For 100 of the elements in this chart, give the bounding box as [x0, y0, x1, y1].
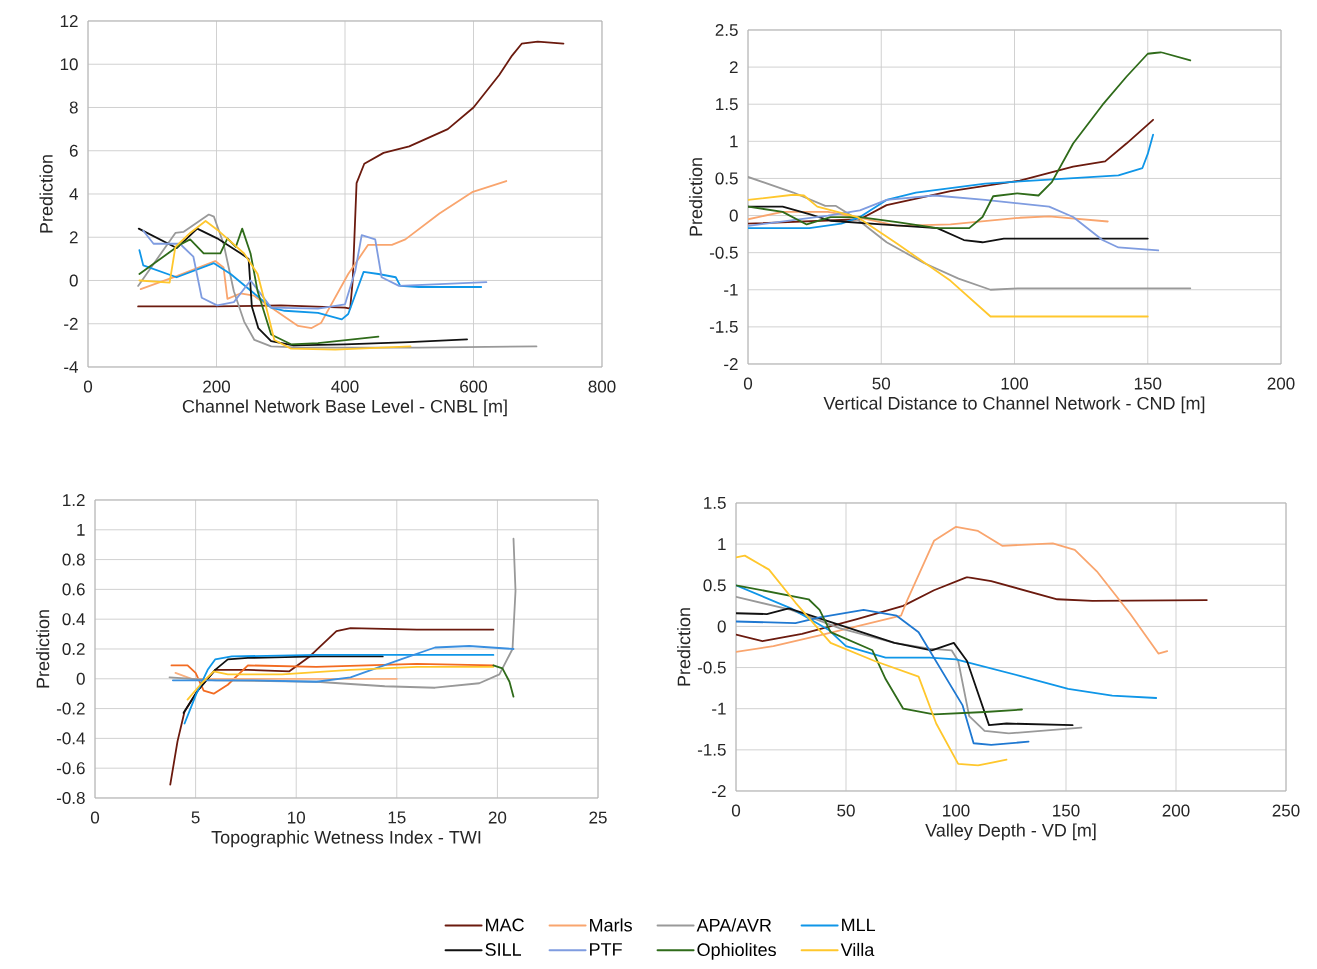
- line-series: [736, 554, 1008, 767]
- line-series: [748, 176, 1192, 291]
- y-tick-label: 0: [729, 209, 738, 222]
- line-series: [736, 525, 1169, 655]
- y-tick-label: 2.5: [715, 23, 738, 37]
- y-tick-label: -1: [724, 283, 738, 296]
- line-series: [142, 229, 488, 310]
- line-series: [186, 665, 495, 701]
- y-tick-label: -1: [712, 702, 726, 715]
- y-axis-title: Prediction: [36, 610, 50, 688]
- line-series: [748, 133, 1154, 230]
- line-series: [139, 180, 508, 329]
- y-tick-label: 4: [69, 188, 78, 200]
- y-tick-label: 1: [77, 523, 85, 536]
- x-tick-label: 200: [1267, 377, 1295, 390]
- line-series: [138, 220, 412, 351]
- line-series: [492, 664, 515, 698]
- y-tick-label: 1.5: [716, 98, 738, 111]
- legend-label: MAC: [486, 918, 524, 932]
- legend-label: PTF: [590, 943, 622, 956]
- legend-label: Villa: [840, 942, 875, 957]
- x-tick-label: 10: [288, 811, 305, 824]
- x-tick-label: 150: [1053, 804, 1080, 817]
- x-tick-label: 5: [191, 811, 200, 824]
- line-series: [736, 576, 1208, 643]
- y-tick-label: -2: [724, 358, 738, 370]
- y-tick-label: 0.8: [62, 553, 85, 566]
- line-series: [736, 607, 1074, 727]
- line-series: [182, 655, 384, 714]
- y-tick-label: 8: [69, 101, 78, 114]
- line-series: [170, 662, 495, 695]
- y-tick-label: 2: [729, 61, 738, 74]
- y-tick-label: 0.5: [703, 579, 726, 592]
- x-tick-label: 20: [488, 811, 507, 824]
- y-tick-label: 0: [69, 274, 78, 287]
- y-tick-label: -2: [712, 785, 726, 797]
- y-tick-label: 0.4: [62, 613, 85, 626]
- line-series: [137, 40, 565, 310]
- x-axis-title: Channel Network Base Level - CNBL [m]: [182, 399, 507, 417]
- line-series: [736, 595, 1083, 735]
- x-tick-label: 200: [1162, 804, 1190, 817]
- line-series: [138, 227, 380, 346]
- x-tick-label: 400: [331, 380, 359, 393]
- line-series: [748, 194, 1160, 252]
- line-series: [736, 609, 1030, 746]
- line-series: [748, 118, 1154, 225]
- y-axis-title: Prediction: [39, 155, 53, 233]
- y-tick-label: -1.5: [697, 743, 726, 756]
- y-tick-label: 1: [718, 538, 726, 550]
- legend-label: Ophiolites: [697, 942, 776, 960]
- x-tick-label: 25: [589, 811, 607, 824]
- x-tick-label: 0: [743, 377, 753, 390]
- y-tick-label: 1.2: [63, 494, 85, 506]
- y-tick-label: 0.2: [62, 642, 85, 656]
- x-tick-label: 50: [872, 377, 891, 390]
- line-series: [748, 51, 1192, 230]
- x-tick-label: 200: [203, 380, 231, 393]
- line-series: [736, 584, 1023, 716]
- y-tick-label: 1: [730, 135, 738, 148]
- y-tick-label: -0.8: [56, 791, 85, 805]
- x-tick-label: 100: [1001, 377, 1029, 390]
- line-series: [748, 210, 1109, 227]
- y-tick-label: 6: [69, 144, 78, 157]
- y-tick-label: -1.5: [709, 320, 738, 333]
- x-tick-label: 50: [837, 804, 855, 817]
- y-axis-title: Prediction: [677, 608, 691, 686]
- x-axis-title: Topographic Wetness Index - TWI: [211, 830, 481, 848]
- line-series: [138, 249, 483, 321]
- legend-label: SILL: [485, 943, 522, 956]
- y-tick-label: -0.2: [56, 702, 85, 715]
- y-tick-label: 12: [60, 15, 78, 27]
- y-tick-label: -4: [64, 361, 78, 373]
- legend-label: Marls: [590, 918, 632, 932]
- line-series: [736, 584, 1158, 699]
- y-tick-label: 0: [717, 620, 726, 633]
- x-tick-label: 15: [388, 811, 406, 824]
- y-axis-title: Prediction: [689, 158, 703, 236]
- x-tick-label: 150: [1134, 377, 1162, 390]
- x-tick-label: 0: [90, 811, 100, 824]
- x-tick-label: 250: [1272, 804, 1300, 817]
- line-series: [137, 227, 468, 347]
- legend-label: APA/AVR: [696, 918, 772, 932]
- y-tick-label: -0.5: [697, 661, 726, 674]
- line-series: [171, 645, 515, 683]
- y-tick-label: 0.6: [62, 583, 85, 596]
- y-tick-label: -2: [64, 317, 78, 330]
- y-tick-label: 1.5: [704, 497, 726, 509]
- x-tick-label: 800: [588, 380, 616, 393]
- y-tick-label: 2: [69, 231, 78, 244]
- line-series: [183, 654, 495, 725]
- y-tick-label: -0.4: [56, 732, 85, 745]
- y-tick-label: 0: [76, 672, 85, 685]
- y-tick-label: -0.5: [709, 246, 738, 259]
- y-tick-label: -0.6: [56, 762, 85, 775]
- y-tick-label: 0.5: [715, 172, 738, 185]
- x-tick-label: 100: [943, 804, 970, 817]
- x-tick-label: 600: [460, 380, 488, 393]
- y-tick-label: 10: [60, 58, 78, 71]
- x-axis-title: Vertical Distance to Channel Network - CND [m]: [823, 396, 1205, 414]
- x-axis-title: Valley Depth - VD [m]: [925, 823, 1096, 841]
